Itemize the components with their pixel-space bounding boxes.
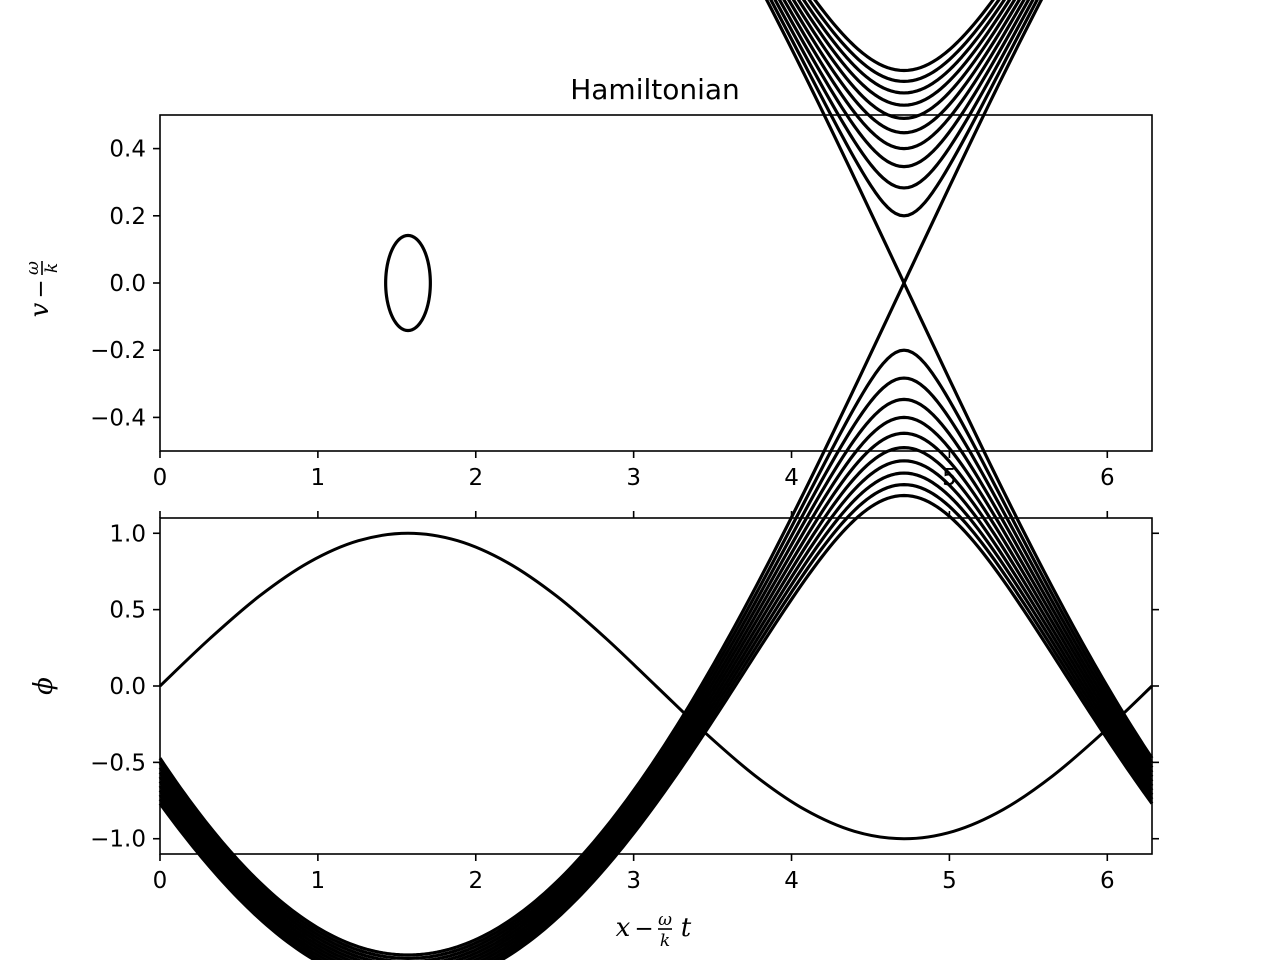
bottom-xtick-label-6: 6 — [1100, 868, 1115, 894]
top-xtick-label-5: 5 — [942, 465, 957, 491]
bottom-xtick-label-3: 3 — [626, 868, 641, 894]
top-ytick-label-3: 0.2 — [109, 204, 146, 230]
contour-upper-8 — [796, 0, 1012, 107]
top-ytick-label-1: −0.2 — [90, 338, 146, 364]
bottom-ticks: 0 1 2 3 4 5 6 −1.0 −0.5 0.0 0.5 1.0 — [90, 511, 1159, 894]
hamiltonian-title: Hamiltonian — [570, 73, 740, 106]
bottom-xtick-label-2: 2 — [468, 868, 483, 894]
bottom-ytick-label-3: 0.5 — [109, 598, 146, 624]
hamiltonian-panel: Hamiltonian 0 1 2 3 4 5 6 −0.4 −0.2 0.0 0.2 0.4 v −… — [23, 0, 1154, 960]
top-ytick-label-2: 0.0 — [109, 271, 146, 297]
contour-lower-4 — [158, 397, 1154, 960]
top-xtick-label-1: 1 — [311, 465, 326, 491]
bottom-ytick-label-0: −1.0 — [90, 827, 146, 853]
top-ticks: 0 1 2 3 4 5 6 −0.4 −0.2 0.0 0.2 0.4 — [90, 137, 1114, 491]
top-xtick-label-0: 0 — [153, 465, 168, 491]
top-ylabel-den: k — [42, 263, 62, 273]
contour-upper-11 — [813, 0, 995, 73]
bottom-xtick-label-4: 4 — [784, 868, 799, 894]
top-ylabel-op: − — [28, 279, 54, 298]
contour-lower-5 — [158, 415, 1154, 960]
xlabel-base: x — [616, 913, 631, 943]
top-xtick-label-2: 2 — [468, 465, 483, 491]
top-xtick-label-4: 4 — [784, 465, 799, 491]
top-xtick-label-3: 3 — [626, 465, 641, 491]
contour-lower-10 — [158, 483, 1154, 960]
bottom-x-axis-label: x − ω k t — [616, 910, 692, 951]
bottom-ylabel: ϕ — [29, 677, 59, 695]
bottom-ytick-label-4: 1.0 — [109, 521, 146, 547]
contour-upper-5 — [782, 0, 1026, 151]
contour-upper-4 — [777, 0, 1031, 169]
contour-upper-6 — [786, 0, 1022, 135]
xlabel-op: − — [634, 916, 653, 942]
top-xtick-label-6: 6 — [1100, 465, 1115, 491]
contour-upper-10 — [807, 0, 1001, 84]
contour-upper-1 — [764, 0, 1044, 285]
top-ylabel-num: ω — [23, 261, 43, 275]
contour-upper-0 — [384, 233, 432, 284]
contour-lower-3 — [158, 376, 1154, 960]
contour-lower-0 — [384, 282, 432, 333]
contour-lower-1 — [158, 281, 1154, 957]
contour-upper-2 — [769, 0, 1039, 218]
contour-lower-9 — [158, 471, 1154, 960]
bottom-ytick-label-2: 0.0 — [109, 674, 146, 700]
xlabel-num: ω — [658, 910, 672, 930]
contour-upper-9 — [801, 0, 1007, 95]
contour-upper-3 — [773, 0, 1035, 190]
top-ytick-label-0: −0.4 — [90, 405, 146, 431]
contour-lower-6 — [158, 431, 1154, 960]
xlabel-tail: t — [681, 913, 692, 943]
contour-lower-7 — [158, 446, 1154, 960]
bottom-xtick-label-0: 0 — [153, 868, 168, 894]
bottom-xtick-label-5: 5 — [942, 868, 957, 894]
potential-line-0 — [158, 531, 1154, 841]
contour-lower-2 — [158, 348, 1154, 960]
bottom-ytick-label-1: −0.5 — [90, 750, 146, 776]
top-ylabel-base: v — [25, 302, 55, 317]
contour-lower-11 — [158, 493, 1154, 960]
potential-panel: 0 1 2 3 4 5 6 −1.0 −0.5 0.0 0.5 1.0 ϕ x − ω k t — [29, 511, 1159, 951]
potential-series — [158, 531, 1154, 841]
top-plot-frame — [159, 114, 1153, 452]
xlabel-den: k — [660, 931, 670, 951]
contour-lower-8 — [158, 459, 1154, 960]
bottom-xtick-label-1: 1 — [311, 868, 326, 894]
contour-lines — [158, 0, 1154, 960]
top-ytick-label-4: 0.4 — [109, 137, 146, 163]
contour-upper-7 — [791, 0, 1017, 120]
top-y-axis-label: v − ω k — [23, 261, 62, 317]
